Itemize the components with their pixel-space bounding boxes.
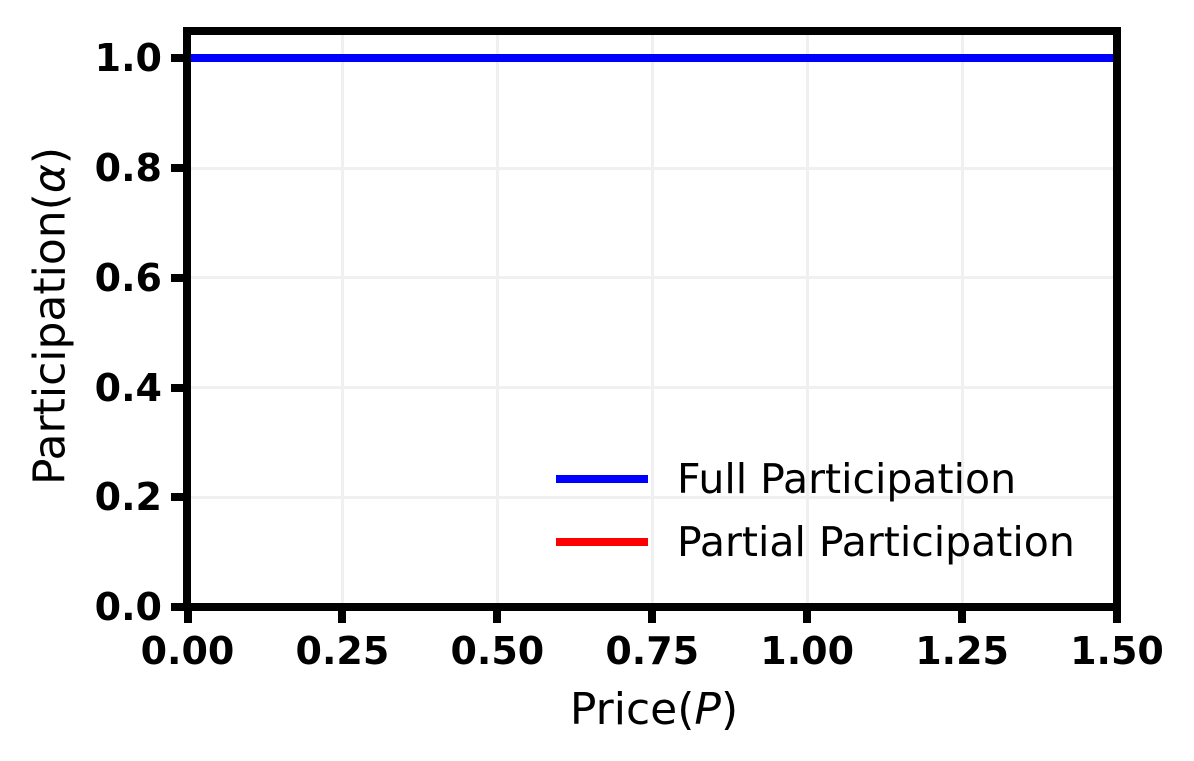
x-axis-label: Price(P) [570,684,738,735]
x-gridline [650,31,654,607]
x-gridline [186,31,189,607]
x-tick-label: 0.50 [450,629,545,673]
y-gridline [187,605,1117,609]
legend-label: Partial Participation [677,518,1075,566]
x-axis-label-suffix: ) [720,684,739,735]
x-tick-label: 0.00 [140,629,235,673]
y-tick-mark [171,273,183,282]
y-gridline [187,495,1117,499]
y-tick-label: 0.8 [94,146,162,191]
x-tick-mark [648,611,657,623]
x-axis-label-prefix: Price( [569,684,695,735]
y-tick-mark [171,603,183,611]
x-axis-label-variable: P [694,684,721,735]
y-tick-label: 0.6 [94,255,162,300]
y-tick-mark [171,54,183,63]
x-gridline [960,31,964,607]
series-line-full-participation [187,54,1117,63]
y-tick-label: 0.0 [94,585,162,629]
legend-item: Partial Participation [556,521,1075,563]
y-gridline [187,276,1117,280]
y-axis-label-prefix: Participation( [24,193,76,486]
legend-label: Full Participation [677,455,1017,503]
x-tick-label: 0.75 [605,629,700,673]
y-tick-mark [171,493,183,502]
x-tick-label: 0.25 [295,629,390,673]
y-tick-mark [171,383,183,392]
x-tick-label: 1.50 [1070,629,1164,673]
x-gridline [495,31,499,607]
y-tick-label: 0.2 [94,475,162,520]
y-axis-label: Participation(α) [25,147,76,485]
x-gridline [805,31,809,607]
y-tick-label: 1.0 [94,36,162,81]
y-gridline [187,166,1117,170]
x-tick-label: 1.25 [915,629,1009,673]
y-axis-label-suffix: ) [24,146,76,165]
y-tick-mark [171,164,183,173]
x-gridline [340,31,344,607]
legend: Full Participation Partial Participation [556,458,1075,563]
y-gridline [187,386,1117,390]
x-tick-mark [183,611,192,623]
x-tick-label: 1.00 [760,629,855,673]
x-tick-mark [338,611,347,623]
legend-item: Full Participation [556,458,1075,500]
legend-line-swatch [556,475,648,483]
y-axis-label-variable: α [24,164,76,194]
x-tick-mark [803,611,812,623]
x-tick-mark [1113,611,1121,623]
x-gridline [1115,31,1119,607]
y-tick-label: 0.4 [94,365,162,410]
x-tick-mark [493,611,502,623]
legend-line-swatch [556,538,648,546]
x-tick-mark [958,611,967,623]
